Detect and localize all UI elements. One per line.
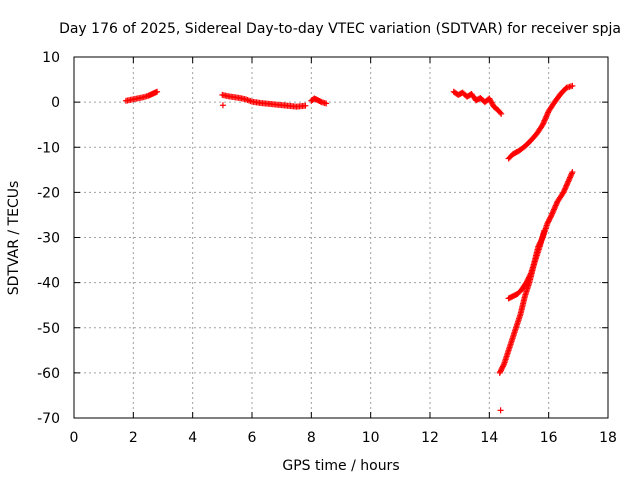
y-tick-label: -40 [37, 276, 60, 292]
segment-6-point [547, 213, 554, 220]
y-tick-label: -70 [37, 411, 60, 427]
segment-4-point [497, 109, 504, 116]
outlier-bottom-point [497, 407, 504, 414]
x-tick-label: 16 [540, 430, 558, 446]
y-tick-label: -50 [37, 321, 60, 337]
y-tick-label: -60 [37, 366, 60, 382]
segment-6-point [569, 169, 576, 176]
segment-3-point [323, 100, 330, 107]
x-tick-label: 18 [599, 430, 617, 446]
x-axis-ticks: 0 2 4 6 8 10 12 14 16 18 [70, 57, 617, 446]
y-tick-label: -20 [37, 185, 60, 201]
chart-title: Day 176 of 2025, Sidereal Day-to-day VTE… [59, 21, 621, 37]
grid-lines [74, 57, 608, 418]
segment-5-point [569, 82, 576, 89]
x-axis-label: GPS time / hours [282, 458, 399, 474]
segment-7-point [541, 227, 548, 234]
x-tick-label: 12 [421, 430, 439, 446]
y-tick-label: 10 [42, 50, 60, 66]
segment-1-point [154, 88, 161, 95]
y-tick-label: -10 [37, 140, 60, 156]
segment-2-point [302, 102, 309, 109]
segment-2-outlier-point [219, 102, 226, 109]
segment-6-point [500, 362, 507, 369]
x-tick-label: 0 [70, 430, 79, 446]
x-tick-label: 10 [362, 430, 380, 446]
x-tick-label: 4 [188, 430, 197, 446]
y-tick-label: 0 [51, 95, 60, 111]
y-tick-label: -30 [37, 231, 60, 247]
segment-7-point [527, 271, 534, 278]
x-tick-label: 2 [129, 430, 138, 446]
x-tick-label: 14 [480, 430, 498, 446]
segment-4-point [498, 110, 505, 117]
y-axis-ticks: -70 -60 -50 -40 -30 -20 -10 0 10 [37, 50, 608, 427]
y-axis-label: SDTVAR / TECUs [6, 181, 22, 296]
x-tick-label: 8 [307, 430, 316, 446]
data-points [122, 82, 576, 414]
x-tick-label: 6 [248, 430, 257, 446]
